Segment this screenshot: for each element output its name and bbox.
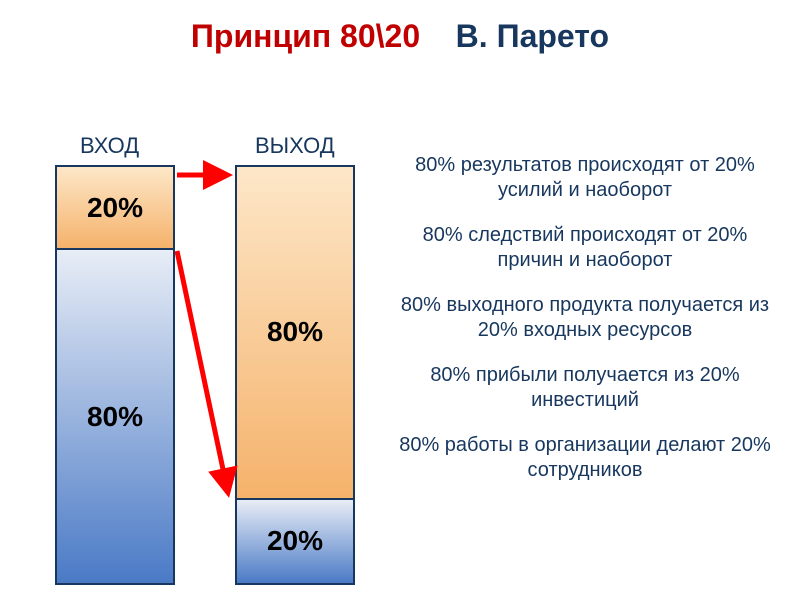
output-seg-80: 80%: [237, 167, 353, 500]
input-seg-20: 20%: [57, 167, 173, 250]
title-main: Принцип 80\20: [191, 18, 420, 54]
label-input: ВХОД: [80, 133, 139, 159]
page-title: Принцип 80\20 В. Парето: [0, 0, 800, 55]
statement-2: 80% следствий происходят от 20% причин и…: [390, 223, 780, 273]
output-seg-20: 20%: [237, 500, 353, 583]
output-bar: 80% 20%: [235, 165, 355, 585]
statement-5: 80% работы в организации делают 20% сотр…: [390, 433, 780, 483]
statements-list: 80% результатов происходят от 20% усилий…: [390, 153, 780, 503]
label-output: ВЫХОД: [255, 133, 335, 159]
title-author: В. Парето: [456, 18, 609, 54]
diagram-area: ВХОД ВЫХОД 20% 80% 80% 20% 80% результат…: [0, 55, 800, 575]
input-seg-80: 80%: [57, 250, 173, 583]
statement-3: 80% выходного продукта получается из 20%…: [390, 293, 780, 343]
statement-1: 80% результатов происходят от 20% усилий…: [390, 153, 780, 203]
statement-4: 80% прибыли получается из 20% инвестиций: [390, 363, 780, 413]
arrow-diagonal: [177, 251, 228, 493]
title-spacer: [429, 18, 447, 54]
input-bar: 20% 80%: [55, 165, 175, 585]
